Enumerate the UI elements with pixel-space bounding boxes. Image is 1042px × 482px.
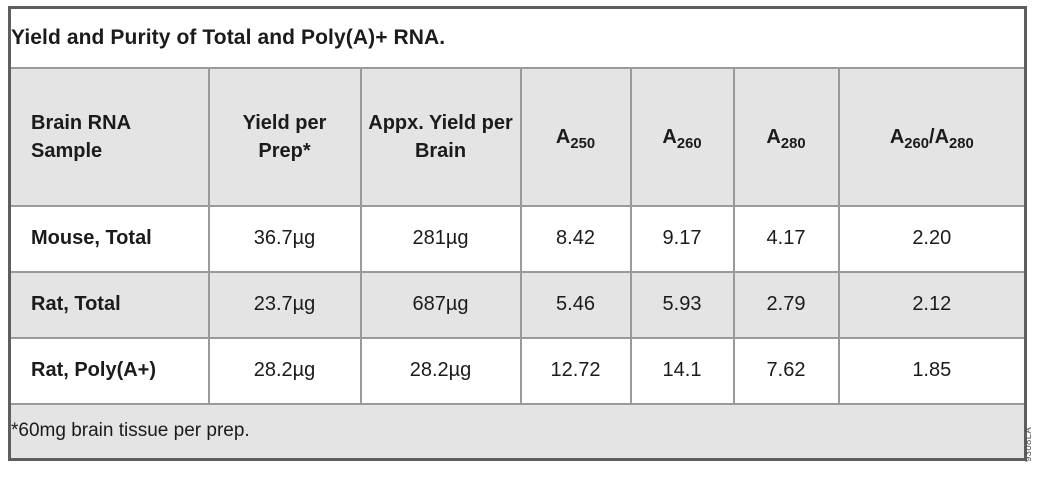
- figure-number-vertical-label: 9308LA: [1023, 426, 1034, 462]
- col-header-yield-per-prep: Yield per Prep*: [207, 66, 362, 207]
- ratio-subscript-2: 280: [949, 135, 974, 152]
- col-header-a260-a280-ratio: A260/A280: [837, 66, 1027, 207]
- cell-a260-a280-ratio: 2.12: [837, 270, 1027, 339]
- cell-a250: 8.42: [519, 204, 632, 273]
- table-footnote: *60mg brain tissue per prep.: [8, 402, 1027, 461]
- cell-yield-per-prep: 23.7µg: [207, 270, 362, 339]
- cell-sample: Mouse, Total: [8, 204, 210, 273]
- ratio-base-1: A: [889, 125, 905, 148]
- cell-yield-per-brain: 281µg: [359, 204, 522, 273]
- table-title: Yield and Purity of Total and Poly(A)+ R…: [8, 6, 1027, 69]
- table-header-row: Brain RNA Sample Yield per Prep* Appx. Y…: [8, 66, 1027, 207]
- table-row-rat-total: Rat, Total 23.7µg 687µg 5.46 5.93 2.79 2…: [8, 270, 1027, 339]
- cell-yield-per-brain: 687µg: [359, 270, 522, 339]
- ratio-base-2: A: [934, 125, 950, 148]
- col-header-a280: A280: [732, 66, 840, 207]
- ratio-slash: /: [929, 125, 935, 148]
- cell-a260-a280-ratio: 2.20: [837, 204, 1027, 273]
- cell-yield-per-prep: 36.7µg: [207, 204, 362, 273]
- col-header-a250: A250: [519, 66, 632, 207]
- rna-yield-purity-table: Yield and Purity of Total and Poly(A)+ R…: [8, 6, 1028, 461]
- cell-a280: 4.17: [732, 204, 840, 273]
- col-header-appx-yield-per-brain: Appx. Yield per Brain: [359, 66, 522, 207]
- cell-a260: 5.93: [629, 270, 735, 339]
- col-header-a260: A260: [629, 66, 735, 207]
- table-footnote-row: *60mg brain tissue per prep.: [8, 402, 1027, 461]
- cell-sample: Rat, Poly(A+): [8, 336, 210, 405]
- cell-a260: 14.1: [629, 336, 735, 405]
- table-row-rat-polya: Rat, Poly(A+) 28.2µg 28.2µg 12.72 14.1 7…: [8, 336, 1027, 405]
- a250-base: A: [555, 125, 571, 148]
- cell-a280: 2.79: [732, 270, 840, 339]
- cell-sample: Rat, Total: [8, 270, 210, 339]
- ratio-subscript-1: 260: [904, 135, 929, 152]
- cell-a250: 5.46: [519, 270, 632, 339]
- a280-subscript: 280: [780, 135, 806, 152]
- a250-subscript: 250: [570, 135, 596, 152]
- col-header-brain-rna-sample: Brain RNA Sample: [8, 66, 210, 207]
- cell-a260-a280-ratio: 1.85: [837, 336, 1027, 405]
- cell-a250: 12.72: [519, 336, 632, 405]
- cell-yield-per-brain: 28.2µg: [359, 336, 522, 405]
- table-title-row: Yield and Purity of Total and Poly(A)+ R…: [8, 6, 1027, 69]
- a260-subscript: 260: [676, 135, 702, 152]
- cell-a280: 7.62: [732, 336, 840, 405]
- cell-yield-per-prep: 28.2µg: [207, 336, 362, 405]
- table-row-mouse-total: Mouse, Total 36.7µg 281µg 8.42 9.17 4.17…: [8, 204, 1027, 273]
- a280-base: A: [766, 125, 781, 148]
- a260-base: A: [662, 125, 677, 148]
- cell-a260: 9.17: [629, 204, 735, 273]
